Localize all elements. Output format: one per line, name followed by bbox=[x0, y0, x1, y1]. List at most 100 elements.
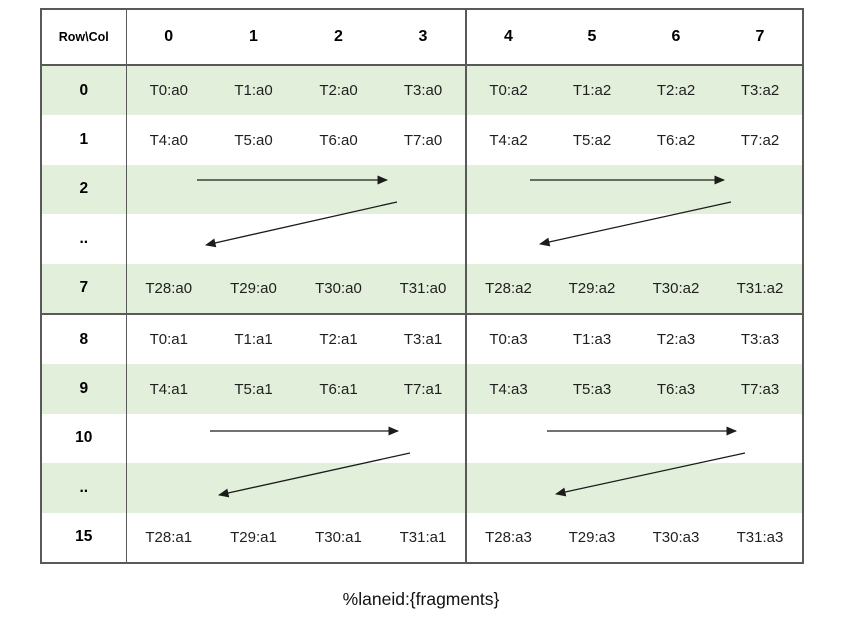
row-label: 1 bbox=[41, 115, 127, 165]
fragment-cell: T1:a0 bbox=[234, 82, 273, 100]
fragment-cell bbox=[296, 463, 381, 512]
table-row-arrow: 2 bbox=[41, 164, 803, 215]
fragment-cell: T29:a0 bbox=[211, 263, 296, 315]
fragment-cell: T7:a1 bbox=[381, 364, 467, 414]
row-label: 7 bbox=[41, 263, 127, 315]
table-row-arrow: .. bbox=[41, 214, 803, 264]
fragment-cell: T31:a3 bbox=[736, 528, 784, 546]
table-row: 7 T28:a0 T29:a0 T30:a0 T31:a0 T28:a2 T29… bbox=[41, 263, 803, 315]
fragment-cell: T4:a0 bbox=[149, 131, 188, 149]
fragment-cell: T5:a2 bbox=[572, 131, 612, 149]
fragment-cell bbox=[466, 214, 550, 263]
fragment-cell bbox=[634, 463, 718, 512]
fragment-cell: T4:a1 bbox=[149, 380, 188, 398]
col-header: 4 bbox=[466, 9, 550, 66]
fragment-cell bbox=[634, 214, 718, 263]
row-label: 0 bbox=[41, 65, 127, 116]
fragment-cell: T28:a3 bbox=[485, 528, 532, 546]
fragment-cell: T2:a0 bbox=[319, 82, 358, 100]
fragment-cell bbox=[211, 214, 296, 263]
fragment-cell: T3:a2 bbox=[740, 82, 780, 100]
fragment-cell: T30:a2 bbox=[634, 263, 718, 315]
fragment-cell: T6:a2 bbox=[656, 131, 696, 149]
fragment-cell: T29:a3 bbox=[568, 528, 616, 546]
fragment-cell: T30:a0 bbox=[296, 263, 381, 315]
fragment-cell: T30:a1 bbox=[315, 528, 362, 546]
fragment-cell: T2:a3 bbox=[656, 331, 696, 349]
fragment-cell: T0:a2 bbox=[489, 82, 528, 100]
fragment-cell: T0:a1 bbox=[149, 331, 188, 349]
fragment-cell: T7:a3 bbox=[740, 380, 780, 398]
col-header: 0 bbox=[126, 9, 211, 66]
fragment-cell bbox=[634, 165, 718, 214]
fragment-cell: T2:a2 bbox=[656, 82, 696, 100]
col-header: 1 bbox=[211, 9, 296, 66]
fragment-cell bbox=[718, 214, 803, 263]
fragment-cell bbox=[718, 463, 803, 512]
fragment-cell: T3:a3 bbox=[740, 331, 780, 349]
fragment-cell bbox=[466, 463, 550, 512]
fragment-table-wrap: Row\Col 0 1 2 3 4 5 6 7 0 T0:a0 T1:a0 T2… bbox=[40, 8, 804, 564]
fragment-cell bbox=[550, 214, 634, 263]
fragment-cell: T2:a1 bbox=[319, 331, 358, 349]
fragment-cell: T28:a1 bbox=[145, 528, 193, 546]
row-label: 15 bbox=[41, 512, 127, 563]
fragment-cell bbox=[466, 414, 550, 463]
fragment-cell bbox=[126, 214, 211, 263]
col-header: 5 bbox=[550, 9, 634, 66]
table-row: 9 T4:a1 T5:a1 T6:a1 T7:a1 T4:a3 T5:a3 T6… bbox=[41, 364, 803, 414]
row-label: 9 bbox=[41, 364, 127, 414]
fragment-cell: T1:a2 bbox=[572, 82, 612, 100]
fragment-cell: T28:a2 bbox=[466, 263, 550, 315]
table-row-arrow: .. bbox=[41, 463, 803, 513]
fragment-cell bbox=[296, 165, 381, 214]
fragment-cell: T1:a3 bbox=[572, 331, 612, 349]
caption: %laneid:{fragments} bbox=[342, 589, 500, 609]
fragment-cell bbox=[550, 414, 634, 463]
fragment-cell bbox=[381, 214, 467, 264]
fragment-cell bbox=[634, 414, 718, 463]
fragment-cell: T29:a2 bbox=[550, 263, 634, 315]
fragment-cell bbox=[718, 165, 803, 214]
fragment-cell bbox=[381, 164, 467, 215]
fragment-cell: T3:a0 bbox=[381, 65, 467, 116]
fragment-cell: T0:a0 bbox=[149, 82, 188, 100]
fragment-cell: T0:a3 bbox=[489, 331, 528, 349]
table-row: 1 T4:a0 T5:a0 T6:a0 T7:a0 T4:a2 T5:a2 T6… bbox=[41, 115, 803, 165]
fragment-cell: T31:a2 bbox=[718, 263, 803, 315]
fragment-cell bbox=[126, 463, 211, 512]
fragment-cell bbox=[466, 165, 550, 214]
fragment-cell: T7:a0 bbox=[381, 115, 467, 165]
fragment-cell bbox=[718, 414, 803, 463]
row-label: .. bbox=[41, 214, 127, 264]
fragment-cell: T30:a3 bbox=[652, 528, 700, 546]
fragment-cell: T5:a3 bbox=[572, 380, 612, 398]
fragment-cell bbox=[126, 414, 211, 463]
fragment-cell bbox=[211, 463, 296, 512]
fragment-cell: T4:a3 bbox=[489, 380, 528, 398]
header-row: Row\Col 0 1 2 3 4 5 6 7 bbox=[41, 9, 803, 66]
table-row: 15 T28:a1 T29:a1 T30:a1 T31:a1 T28:a3 T2… bbox=[41, 512, 803, 563]
row-label: 10 bbox=[41, 413, 127, 464]
fragment-cell bbox=[211, 165, 296, 214]
fragment-cell: T31:a1 bbox=[381, 512, 467, 563]
fragment-cell: T6:a1 bbox=[319, 380, 358, 398]
row-label: 8 bbox=[41, 313, 127, 365]
fragment-cell: T5:a1 bbox=[234, 380, 273, 398]
col-header: 6 bbox=[634, 9, 718, 66]
fragment-cell bbox=[550, 463, 634, 512]
fragment-cell: T6:a0 bbox=[319, 131, 358, 149]
col-header: 3 bbox=[381, 9, 467, 66]
fragment-cell bbox=[381, 463, 467, 513]
col-header: 2 bbox=[296, 9, 381, 66]
fragment-cell bbox=[381, 413, 467, 464]
fragment-cell: T29:a1 bbox=[230, 528, 277, 546]
table-row-arrow: 10 bbox=[41, 413, 803, 464]
fragment-cell bbox=[211, 414, 296, 463]
row-label: .. bbox=[41, 463, 127, 513]
fragment-cell: T4:a2 bbox=[489, 131, 528, 149]
fragment-cell: T3:a1 bbox=[381, 313, 467, 365]
fragment-cell bbox=[296, 414, 381, 463]
fragment-cell: T31:a0 bbox=[381, 263, 467, 315]
